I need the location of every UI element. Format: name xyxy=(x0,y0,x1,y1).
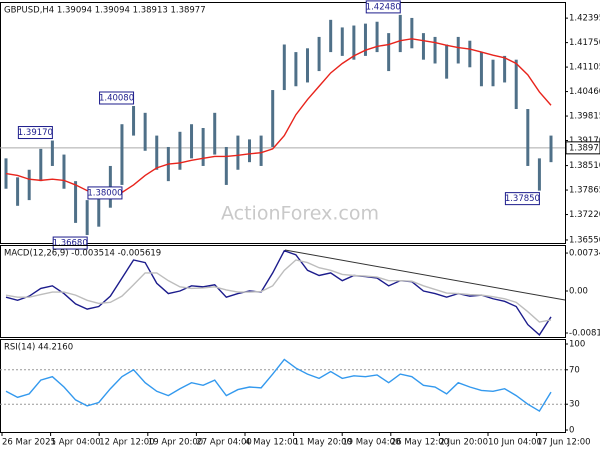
y-tick-label: 1.39815 xyxy=(569,112,600,122)
panel-frame xyxy=(0,2,566,244)
y-tick-label: 1.40460 xyxy=(569,87,600,97)
y-tick-label: 1.37865 xyxy=(569,186,600,196)
y-tick-label: -0.008126 xyxy=(569,328,600,338)
watermark: ActionForex.com xyxy=(221,203,379,225)
annotation-label: 1.37850 xyxy=(505,194,540,204)
annotation-label: 1.42480 xyxy=(366,2,401,12)
annotation-box xyxy=(504,192,540,206)
annotation-box xyxy=(87,186,123,200)
y-tick-label: 30 xyxy=(569,400,580,410)
annotation-box xyxy=(52,236,88,250)
x-tick-label: 26 Mar 2021 xyxy=(2,438,56,448)
y-tick-label: 1.37220 xyxy=(569,210,600,220)
x-tick-label: 26 May 12:00 xyxy=(391,438,449,448)
annotation-box xyxy=(99,91,135,105)
last-price-box xyxy=(565,141,600,155)
x-tick-label: 2 Jun 20:00 xyxy=(439,438,488,448)
panel-title: GBPUSD,H4 1.39094 1.39094 1.38913 1.3897… xyxy=(4,6,206,16)
x-tick-label: 10 Jun 04:00 xyxy=(488,438,542,448)
y-tick-label: 70 xyxy=(569,365,580,375)
annotation-label: 1.40080 xyxy=(99,93,134,103)
x-tick-label: 5 Apr 04:00 xyxy=(51,438,101,448)
y-tick-label: 0.00 xyxy=(569,287,588,297)
y-tick-label: 1.38510 xyxy=(569,161,600,171)
x-tick-label: 12 Apr 12:00 xyxy=(99,438,154,448)
panel-title: MACD(12,26,9) -0.003514 -0.005619 xyxy=(4,249,161,259)
x-tick-label: 11 May 20:00 xyxy=(294,438,352,448)
y-tick-label: 0.007342 xyxy=(569,249,600,259)
x-tick-label: 19 Apr 20:00 xyxy=(148,438,203,448)
y-tick-label: 1.39170 xyxy=(569,136,600,146)
panel-title: RSI(14) 44.2160 xyxy=(4,343,73,353)
y-tick-label: 0 xyxy=(569,426,574,436)
y-tick-label: 1.41750 xyxy=(569,38,600,48)
trend-line xyxy=(284,249,566,301)
annotation-label: 1.39170 xyxy=(18,128,53,138)
indicator-line xyxy=(5,358,552,413)
y-tick-label: 1.36550 xyxy=(569,235,600,245)
y-tick-label: 1.41105 xyxy=(569,63,600,73)
y-tick-label: 1.42395 xyxy=(569,14,600,24)
indicator-line xyxy=(5,259,552,323)
x-tick-label: 27 Apr 04:00 xyxy=(196,438,251,448)
y-tick-label: 100 xyxy=(569,339,585,349)
x-tick-label: 19 May 04:00 xyxy=(342,438,400,448)
annotation-label: 1.38000 xyxy=(87,188,122,198)
annotation-box xyxy=(17,126,53,140)
last-price-label: 1.38977 xyxy=(569,143,600,153)
x-tick-label: 4 May 12:00 xyxy=(245,438,298,448)
annotation-label: 1.36680 xyxy=(53,239,88,249)
x-tick-label: 17 Jun 12:00 xyxy=(537,438,591,448)
panel-frame xyxy=(0,339,566,433)
annotation-box xyxy=(365,0,401,14)
